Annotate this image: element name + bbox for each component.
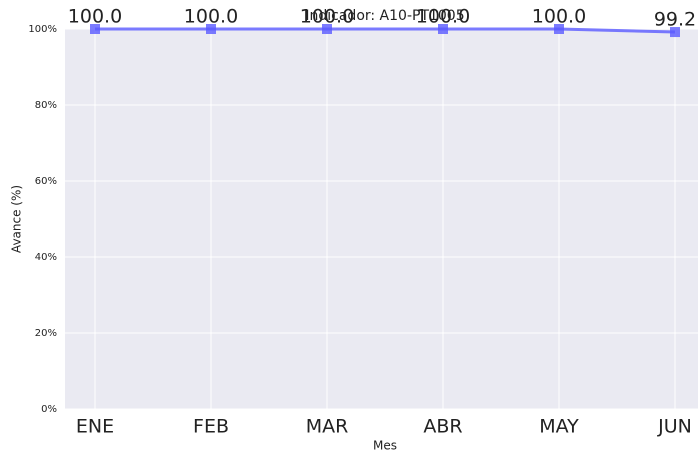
data-label: 100.0 xyxy=(416,6,470,28)
plot-area xyxy=(65,29,698,409)
point xyxy=(438,24,448,34)
x-tick-label: ENE xyxy=(76,416,114,438)
point xyxy=(90,24,100,34)
point xyxy=(322,24,332,34)
data-label: 100.0 xyxy=(184,6,238,28)
y-tick-label: 80% xyxy=(35,100,57,111)
x-tick-label: ABR xyxy=(423,416,462,438)
x-tick-label: MAR xyxy=(306,416,349,438)
point xyxy=(670,27,680,38)
point xyxy=(206,24,216,34)
y-tick-label: 100% xyxy=(28,24,57,35)
point xyxy=(554,24,564,34)
y-tick-label: 60% xyxy=(35,176,57,187)
y-axis-label: Avance (%) xyxy=(10,185,24,253)
data-label: 100.0 xyxy=(300,6,354,28)
series-line xyxy=(95,27,676,34)
x-tick-label: JUN xyxy=(657,416,692,438)
y-tick-label: 0% xyxy=(41,404,57,415)
data-label: 100.0 xyxy=(532,6,586,28)
data-label: 99.2 xyxy=(654,9,696,31)
x-tick-label: MAY xyxy=(539,416,579,438)
y-tick-label: 40% xyxy=(35,252,57,263)
data-label: 100.0 xyxy=(68,6,122,28)
x-axis-label: Mes xyxy=(373,439,397,452)
x-tick-label: FEB xyxy=(193,416,229,438)
y-tick-label: 20% xyxy=(35,328,57,339)
chart-title: Indicador: A10-PT1005 xyxy=(305,8,464,24)
